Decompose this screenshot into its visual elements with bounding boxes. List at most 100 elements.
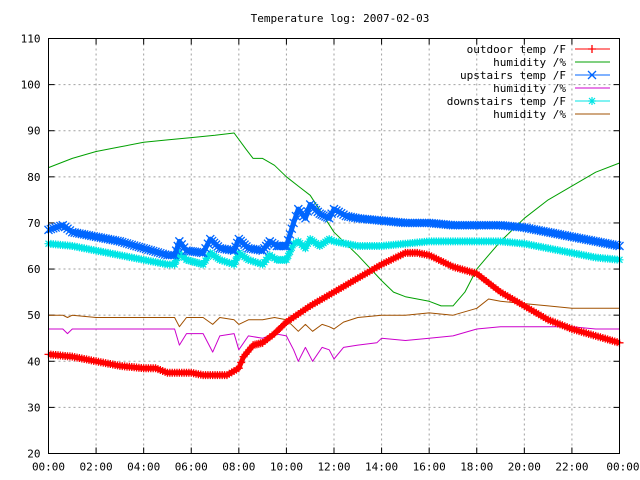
data-point (201, 243, 210, 253)
data-point (291, 238, 300, 247)
y-tick-label: 70 (27, 217, 40, 230)
data-point (48, 223, 58, 233)
plot-frame (48, 38, 620, 454)
data-point (234, 364, 243, 373)
y-tick-label: 40 (27, 355, 40, 368)
series-line-1 (48, 132, 620, 307)
x-tick-label: 16:00 (413, 461, 446, 474)
x-tick-label: 04:00 (127, 461, 160, 474)
legend-marker (587, 70, 597, 80)
y-axis-tick-labels: 20 30 40 50 60 70 80 90 100 110 (21, 33, 41, 461)
series-3 (48, 326, 620, 362)
chart-title: Temperature log: 2007-02-03 (251, 12, 430, 25)
x-tick-label: 10:00 (270, 461, 303, 474)
data-point (327, 209, 337, 219)
data-point (244, 255, 253, 264)
y-tick-label: 100 (21, 79, 41, 92)
data-point (336, 208, 346, 218)
data-point (327, 236, 336, 245)
data-point (251, 258, 260, 267)
data-point (287, 243, 296, 252)
data-point (246, 256, 255, 265)
x-tick-label: 00:00 (32, 461, 65, 474)
data-point (53, 222, 63, 232)
x-tick-label: 18:00 (460, 461, 493, 474)
series-line-3 (48, 326, 620, 362)
data-point (198, 248, 208, 258)
x-axis-tick-labels: 00:00 02:00 04:00 06:00 08:00 10:00 12:00 14:00… (32, 461, 640, 474)
data-point (281, 241, 291, 251)
data-point (329, 204, 339, 214)
x-tick-label: 08:00 (222, 461, 255, 474)
data-point (325, 235, 334, 244)
y-tick-label: 90 (27, 125, 40, 138)
data-point (170, 260, 179, 269)
x-tick-label: 02:00 (80, 461, 113, 474)
data-point (249, 257, 258, 266)
data-point (280, 241, 289, 251)
data-point (173, 252, 182, 261)
data-point (289, 218, 299, 228)
legend-marker (588, 45, 596, 53)
data-point (233, 252, 242, 261)
data-point (284, 251, 293, 260)
data-point (172, 256, 181, 265)
series-4 (44, 235, 624, 269)
series-5 (48, 298, 620, 332)
data-point (222, 258, 231, 267)
data-point (287, 224, 297, 234)
data-point (339, 210, 348, 220)
data-point (285, 247, 294, 256)
data-point (201, 256, 210, 265)
data-point (51, 223, 61, 233)
data-point (282, 255, 291, 264)
data-point (334, 207, 344, 217)
data-point (300, 213, 310, 223)
y-tick-label: 80 (27, 171, 40, 184)
data-point (230, 260, 239, 269)
x-tick-label: 00:00 (606, 461, 639, 474)
legend-label: upstairs temp /F (460, 69, 566, 82)
legend-label: outdoor temp /F (467, 43, 566, 56)
data-point (283, 235, 293, 245)
series-2 (44, 200, 624, 260)
series-1 (48, 132, 620, 307)
data-point (237, 358, 246, 367)
x-tick-label: 12:00 (317, 461, 350, 474)
x-tick-label: 06:00 (175, 461, 208, 474)
y-tick-label: 20 (27, 448, 40, 461)
y-tick-label: 50 (27, 309, 40, 322)
data-point (231, 256, 240, 265)
legend-marker (588, 97, 596, 105)
data-point (220, 257, 229, 266)
data-point (324, 213, 334, 223)
legend-label: humidity /% (493, 108, 566, 121)
x-tick-label: 20:00 (508, 461, 541, 474)
data-point (301, 244, 310, 253)
x-tick-label: 22:00 (555, 461, 588, 474)
data-point (303, 239, 312, 248)
data-point (227, 259, 236, 268)
y-tick-label: 60 (27, 263, 40, 276)
data-point (331, 206, 341, 215)
data-point (199, 260, 208, 269)
data-point (256, 259, 265, 268)
y-tick-label: 110 (21, 33, 41, 46)
y-tick-label: 30 (27, 401, 40, 414)
x-tick-label: 14:00 (365, 461, 398, 474)
data-point (225, 258, 234, 267)
data-point (215, 255, 224, 264)
data-point (203, 252, 212, 261)
series-0 (44, 248, 624, 380)
data-point (285, 230, 295, 239)
series-line-5 (48, 298, 620, 332)
legend-label: humidity /% (493, 82, 566, 95)
legend-label: downstairs temp /F (447, 95, 566, 108)
legend-label: humidity /% (493, 56, 566, 69)
series-group (44, 132, 624, 380)
data-point (218, 256, 227, 265)
data-point (253, 258, 262, 267)
data-point (289, 239, 298, 248)
